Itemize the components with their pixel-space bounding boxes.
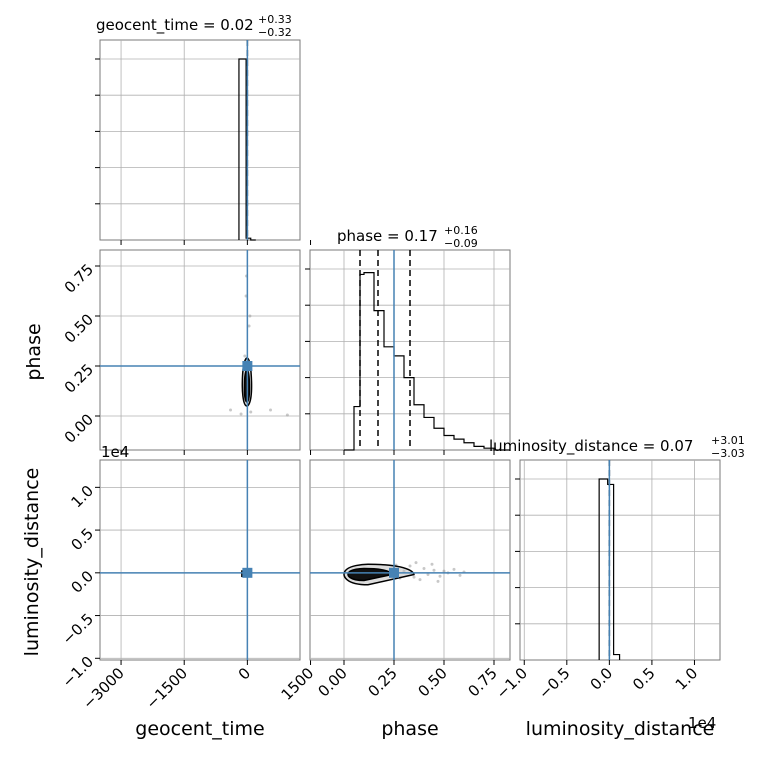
luminosity-distance-vs-phase-sample [442, 569, 446, 573]
phase-vs-geocent-time-sample [247, 324, 251, 328]
luminosity-distance-vs-phase-sample [412, 575, 416, 579]
luminosity-distance-xtick-label: −1.0 [493, 664, 531, 702]
phase-vs-geocent-time-sample [239, 412, 243, 416]
phase-hist-bars [344, 272, 510, 451]
luminosity-distance-ytick-label: −0.5 [59, 610, 97, 648]
luminosity-distance-vs-phase-sample [438, 574, 442, 578]
luminosity-distance-vs-phase-sample [436, 579, 440, 583]
luminosity-distance-vs-phase-sample [418, 578, 422, 582]
phase-vs-geocent-time-sample [269, 408, 273, 412]
luminosity-distance-hist-frame [519, 459, 721, 661]
luminosity-distance-title-minus: −3.03 [711, 447, 745, 460]
phase-title: phase = 0.17 [337, 227, 438, 245]
luminosity-distance-vs-phase-sample [430, 562, 434, 566]
luminosity-distance-xtick-label: 1.0 [672, 664, 702, 694]
luminosity-distance-hist-bars [598, 478, 621, 660]
panels: −1.0 −0.5 0.0 0.5 1.00.000.250.500.75−3000 −1… [59, 39, 721, 713]
phase-vs-geocent-time-sample [285, 413, 289, 417]
phase-ytick-label: 0.75 [61, 260, 97, 296]
luminosity-distance-vs-phase-sample [432, 568, 436, 572]
geocent-time-xtick-label: 0 [235, 664, 254, 683]
luminosity-distance-vs-phase-sample [426, 573, 430, 577]
geocent-time-xtick-label: −1500 [142, 664, 191, 713]
phase-y-axis-label: phase [23, 323, 45, 380]
luminosity-distance-vs-phase-sample [408, 564, 412, 568]
phase-ytick-label: 0.00 [61, 410, 97, 446]
phase-ytick-label: 0.25 [61, 360, 97, 396]
luminosity-distance-x-axis-label: luminosity_distance [526, 718, 715, 740]
phase-vs-geocent-time-sample [243, 354, 247, 358]
luminosity-distance-y-axis-label: luminosity_distance [21, 468, 43, 657]
luminosity-distance-vs-phase-sample [452, 567, 456, 571]
luminosity-distance-vs-geocent-time-truth-point [242, 567, 253, 578]
geocent-time-hist-bars [238, 58, 256, 241]
phase-vs-geocent-time-truth-point [242, 361, 253, 371]
geocent-time-title-plus: +0.33 [258, 13, 292, 26]
phase-vs-geocent-time-sample [229, 408, 233, 412]
phase-vs-geocent-time-frame [99, 249, 301, 451]
phase-title-plus: +0.16 [444, 224, 478, 237]
phase-xtick-label: 0.50 [414, 664, 450, 700]
luminosity-distance-ytick-label: 1.0 [67, 482, 97, 512]
luminosity-distance-xtick-label: 0.5 [629, 664, 659, 694]
geocent-time-x-axis-label: geocent_time [135, 718, 264, 740]
luminosity-distance-ytick-label: 0.5 [67, 524, 97, 554]
luminosity-distance-vs-phase-sample [422, 567, 426, 571]
geocent-time-xtick-label: 1500 [278, 664, 318, 704]
phase-vs-geocent-time-sample [249, 410, 253, 414]
luminosity-distance-ytick-label: −1.0 [59, 653, 97, 691]
phase-title-minus: −0.09 [444, 237, 478, 250]
phase-xtick-label: 0.25 [364, 664, 400, 700]
luminosity-distance-xtick-label: 0.0 [587, 664, 617, 694]
luminosity-distance-vs-phase-sample [414, 561, 418, 565]
phase-xtick-label: 0.75 [464, 664, 500, 700]
phase-vs-geocent-time-sample [248, 314, 252, 318]
y-offset-label: 1e4 [101, 443, 129, 461]
luminosity-distance-title: luminosity_distance = 0.07 [489, 437, 693, 456]
luminosity-distance-vs-phase-truth-point [389, 567, 399, 578]
geocent-time-hist-frame [99, 39, 301, 241]
phase-ytick-label: 0.50 [61, 310, 97, 346]
luminosity-distance-vs-phase-frame [309, 459, 511, 661]
luminosity-distance-xtick-label: −0.5 [535, 664, 573, 702]
geocent-time-title-minus: −0.32 [258, 26, 292, 39]
phase-xtick-label: 0.00 [314, 664, 350, 700]
luminosity-distance-vs-phase-sample [458, 573, 462, 577]
x-offset-label: 1e4 [688, 714, 716, 732]
phase-x-axis-label: phase [381, 718, 438, 740]
geocent-time-title: geocent_time = 0.02 [96, 16, 254, 35]
luminosity-distance-vs-geocent-time-frame [99, 459, 301, 661]
luminosity-distance-ytick-label: 0.0 [67, 567, 97, 597]
luminosity-distance-title-plus: +3.01 [711, 434, 745, 447]
